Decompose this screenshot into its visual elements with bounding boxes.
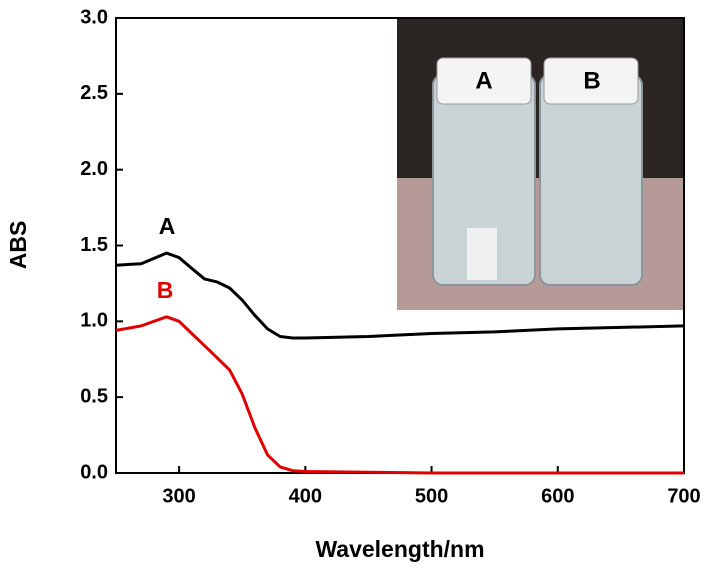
y-tick-label: 1.0: [80, 310, 108, 332]
x-tick-label: 700: [667, 485, 700, 507]
y-tick-label: 0.0: [80, 461, 108, 483]
y-tick-label: 3.0: [80, 6, 108, 28]
series-label: A: [159, 213, 176, 239]
y-tick-label: 2.0: [80, 158, 108, 180]
series-label: B: [157, 277, 174, 303]
y-tick-label: 2.5: [80, 82, 108, 104]
y-tick-label: 1.5: [80, 234, 108, 256]
x-axis-label: Wavelength/nm: [315, 536, 484, 562]
y-tick-label: 0.5: [80, 385, 108, 407]
x-tick-label: 500: [415, 485, 448, 507]
inset-label: B: [583, 67, 600, 94]
series-line: [115, 315, 684, 475]
x-tick-label: 600: [541, 485, 574, 507]
x-tick-label: 300: [162, 485, 195, 507]
y-axis-label: ABS: [5, 221, 31, 270]
series-line: [115, 251, 685, 340]
inset-label: A: [475, 67, 492, 94]
x-tick-label: 400: [289, 485, 322, 507]
inset-photo: A B: [397, 18, 684, 310]
